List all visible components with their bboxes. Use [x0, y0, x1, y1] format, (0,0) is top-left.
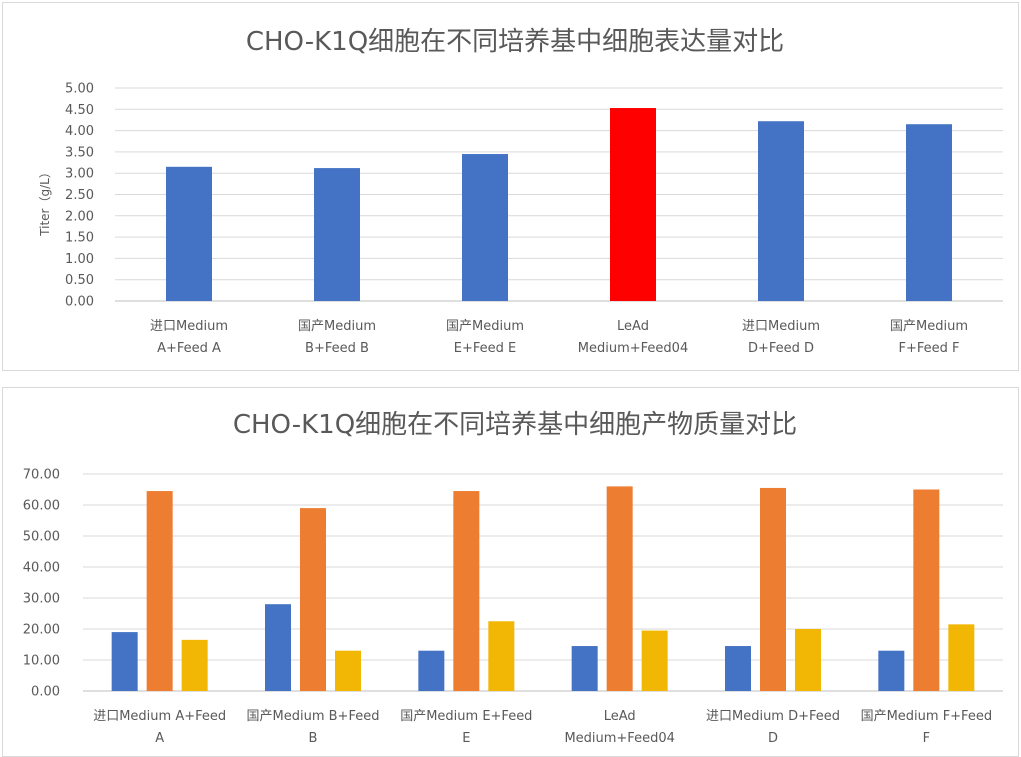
category-label: 国产Medium F+Feed F	[890, 319, 968, 356]
y-tick-label: 0.00	[31, 685, 60, 700]
titer-chart-panel: CHO-K1Q细胞在不同培养基中细胞表达量对比 Titer（g/L） 0.00 0…	[2, 2, 1019, 371]
bar-series-1	[878, 650, 905, 691]
y-tick-label: 1.00	[65, 252, 94, 267]
bar-series-2	[300, 508, 326, 691]
bar	[314, 168, 360, 301]
category-label: 进口Medium A+Feed A	[150, 319, 228, 356]
y-tick-label: 60.00	[23, 499, 60, 514]
y-tick-label: 3.50	[65, 145, 94, 160]
y-tick-label: 50.00	[23, 530, 60, 545]
category-label: LeAd Medium+Feed04	[564, 709, 674, 746]
category-label: 国产Medium B+Feed B	[298, 319, 376, 356]
y-tick-label: 40.00	[23, 561, 60, 576]
bar-series-1	[111, 632, 138, 691]
y-tick-label: 70.00	[23, 468, 60, 483]
y-tick-label: 3.00	[65, 167, 94, 182]
titer-chart: CHO-K1Q细胞在不同培养基中细胞表达量对比 Titer（g/L） 0.00 0…	[38, 27, 1003, 356]
bar-series-2	[606, 486, 633, 691]
y-tick-label: 2.00	[65, 209, 94, 224]
category-label: 国产Medium B+Feed B	[247, 709, 380, 746]
y-tick-label: 4.00	[65, 124, 94, 139]
titer-y-axis-label: Titer（g/L）	[38, 166, 52, 237]
bar-series-2	[146, 491, 173, 691]
bar	[906, 124, 952, 302]
category-label: 国产Medium E+Feed E	[446, 319, 524, 356]
bar	[758, 121, 804, 301]
quality-chart-title: CHO-K1Q细胞在不同培养基中细胞产物质量对比	[233, 410, 797, 440]
category-label: 进口Medium D+Feed D	[706, 709, 840, 746]
category-label: 进口Medium A+Feed A	[93, 709, 226, 746]
y-tick-label: 10.00	[23, 654, 60, 669]
category-label: 国产Medium E+Feed E	[400, 709, 532, 746]
bar-series-3	[181, 639, 208, 691]
bar	[166, 166, 212, 301]
y-tick-label: 30.00	[23, 592, 60, 607]
bar	[462, 154, 508, 301]
bar-series-1	[725, 646, 751, 691]
y-tick-label: 5.00	[65, 82, 94, 97]
category-label: 国产Medium F+Feed F	[861, 709, 993, 746]
bar-series-3	[488, 621, 515, 691]
quality-chart: CHO-K1Q细胞在不同培养基中细胞产物质量对比 0.00 10.00 20.00 3…	[23, 410, 1003, 746]
y-tick-label: 1.50	[65, 231, 94, 246]
bar-series-1	[265, 604, 291, 691]
category-label: 进口Medium D+Feed D	[742, 319, 820, 356]
bar-series-3	[641, 630, 668, 691]
bar-series-1	[571, 646, 598, 691]
y-tick-label: 4.50	[65, 103, 94, 118]
category-label: LeAd Medium+Feed04	[578, 319, 688, 356]
y-tick-label: 20.00	[23, 623, 60, 638]
bar-series-3	[335, 650, 361, 691]
bar-series-2	[453, 491, 480, 691]
titer-chart-title: CHO-K1Q细胞在不同培养基中细胞表达量对比	[246, 27, 784, 57]
bar-series-2	[760, 487, 786, 691]
y-tick-label: 0.50	[65, 273, 94, 288]
quality-chart-panel: CHO-K1Q细胞在不同培养基中细胞产物质量对比 0.00 10.00 20.00 3…	[2, 387, 1019, 757]
bar-series-2	[913, 489, 940, 691]
y-tick-label: 0.00	[65, 295, 94, 310]
bar-series-3	[795, 629, 821, 691]
bar-series-3	[948, 624, 975, 691]
y-tick-label: 2.50	[65, 188, 94, 203]
bar-series-1	[418, 650, 445, 691]
bar	[610, 108, 656, 301]
